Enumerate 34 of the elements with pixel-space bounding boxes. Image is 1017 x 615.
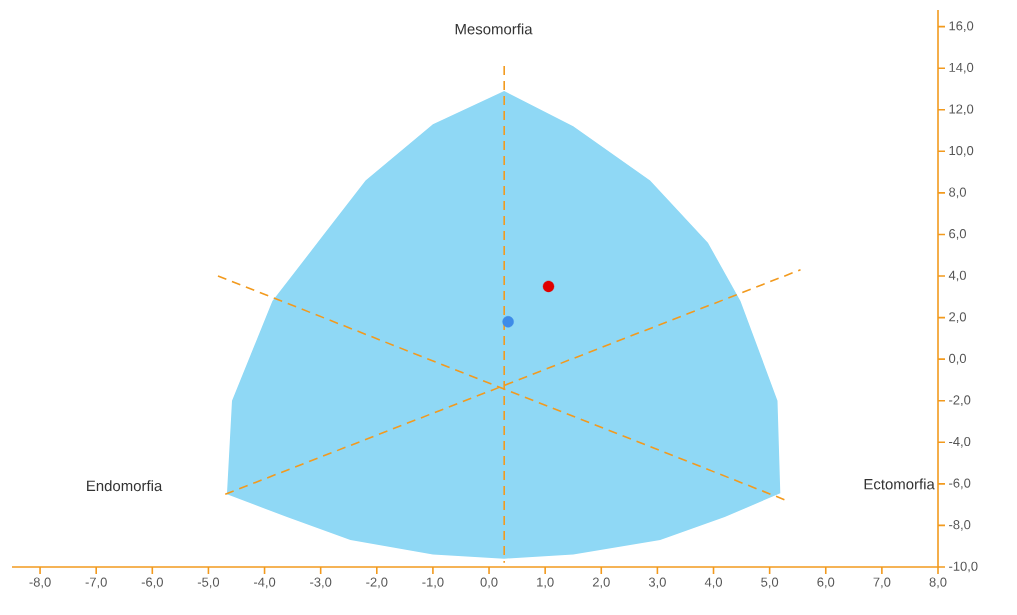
x-tick-label: -3,0	[310, 577, 332, 589]
y-tick-label: 14,0	[949, 62, 974, 74]
x-tick-label: 8,0	[929, 577, 947, 589]
y-tick-label: -4,0	[949, 436, 971, 448]
x-tick-label: 0,0	[480, 577, 498, 589]
y-tick-label: 4,0	[948, 270, 967, 282]
x-tick-label: 1,0	[537, 577, 554, 589]
x-tick-label: -7,0	[85, 577, 107, 589]
y-tick-label: 16,0	[949, 21, 974, 32]
annotation: Mesomorfia	[455, 23, 533, 35]
x-tick-label: 3,0	[648, 577, 666, 589]
x-tick-label: -5,0	[197, 577, 220, 589]
y-tick-label: 12,0	[949, 104, 974, 116]
x-tick-label: 7,0	[873, 577, 891, 589]
x-tick-label: 2,0	[592, 577, 610, 589]
x-tick-label: -1,0	[422, 577, 444, 589]
y-tick-label: 10,0	[949, 145, 974, 157]
x-tick-label: -2,0	[366, 577, 388, 589]
y-tick-label: -6,0	[949, 478, 971, 490]
y-tick-label: 8,0	[949, 187, 967, 199]
annotation: Ectomorfia	[864, 478, 935, 490]
x-tick-label: -6,0	[141, 577, 163, 589]
x-tick-label: -8,0	[29, 577, 51, 589]
annotation: Endomorfia	[87, 480, 163, 492]
y-tick-label: 6,0	[949, 229, 967, 240]
y-tick-label: -10,0	[949, 561, 978, 573]
y-tick-label: 0,0	[949, 353, 967, 365]
x-tick-label: -4,0	[253, 577, 276, 589]
x-tick-label: 5,0	[761, 577, 779, 589]
x-tick-label: 6,0	[817, 577, 835, 589]
x-tick-label: 4,0	[704, 577, 723, 589]
y-tick-label: -2,0	[949, 395, 971, 407]
y-tick-label: 2,0	[949, 312, 967, 323]
y-tick-label: -8,0	[949, 520, 971, 531]
